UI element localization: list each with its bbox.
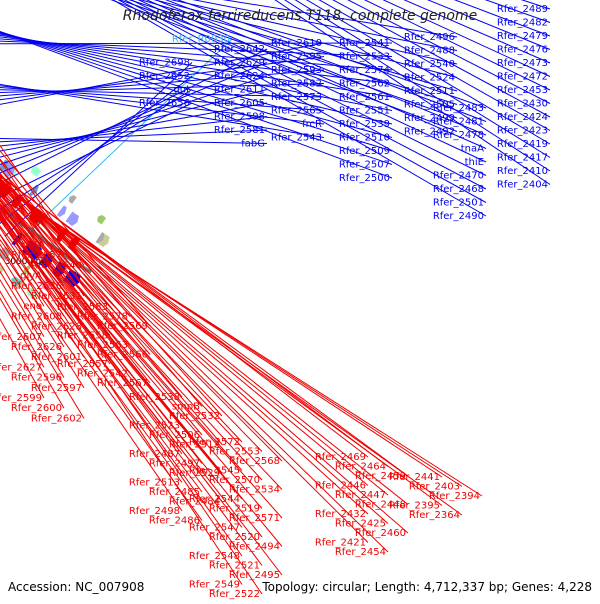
gene-label: Rfer_2410 (497, 166, 548, 177)
gene-label: Rfer_2522 (209, 589, 260, 600)
gene-label: Rfer_2611 (214, 85, 265, 96)
gene-label: Rfer_2430 (497, 99, 548, 110)
gene-label: frcR (302, 119, 322, 130)
accession-text: Accession: NC_007908 (8, 580, 144, 594)
gene-label: Rfer_2567 (97, 378, 148, 389)
gene-label: Rfer_2698 (139, 58, 190, 69)
gene-label: Rfer_2593 (271, 65, 322, 76)
gene-label: Rfer_2574 (339, 65, 390, 76)
gene-label: Rfer_2652 (139, 71, 190, 82)
gene-label: Rfer_2540 (404, 59, 455, 70)
gene-label: Rfer_2642 (214, 44, 265, 55)
gene-label: Rfer_2500 (339, 173, 390, 184)
gene-label: Rfer_2468 (433, 184, 484, 195)
gene-label: Rfer_2470 (433, 171, 484, 182)
gene-label: Rfer_2510 (339, 133, 390, 144)
gene-label: Rfer_2598 (214, 112, 265, 123)
gene-label: Rfer_2509 (339, 146, 390, 157)
gene-label: Rfer_2561 (339, 92, 390, 103)
gene-label: Rfer_2496 (404, 32, 455, 43)
gene-label: Rfer_2610 (271, 38, 322, 49)
genome-summary: Topology: circular; Length: 4,712,337 bp… (262, 580, 592, 594)
gene-label: Rfer_2539 (339, 119, 390, 130)
gene-label: Rfer_2595 (271, 52, 322, 63)
gene-label: Rfer_2624 (214, 71, 265, 82)
gene-label: Rfer_2404 (497, 180, 548, 191)
gene-label: Rfer_2656 (139, 98, 190, 109)
gene-label: Rfer_2479 (497, 31, 548, 42)
gene-label: Rfer_2417 (497, 153, 548, 164)
gene-label: Rfer_2533 (339, 52, 390, 63)
gene-label: Rfer_2543 (271, 133, 322, 144)
gene-label: Rfer_2478 (433, 130, 484, 141)
cog-block (57, 205, 67, 217)
map-title: Rhodoferax ferrireducens T118, complete … (0, 8, 600, 24)
gene-label: Rfer_2501 (433, 198, 484, 209)
gene-label: Rfer_2551 (339, 106, 390, 117)
gene-label: Rfer_2476 (497, 45, 548, 56)
gene-label: Rfer_2541 (339, 38, 390, 49)
gene-label: Rfer_2581 (214, 125, 265, 136)
gene-label: Rfer_2481 (433, 117, 484, 128)
gc-block (69, 195, 77, 204)
gene-label: dut (173, 85, 190, 96)
gene-label: Rfer_2562 (339, 79, 390, 90)
gene-label: Rfer_2605 (214, 98, 265, 109)
gene-label: Rfer_2629 (214, 58, 265, 69)
gene-label: Rfer_2511 (404, 86, 455, 97)
gene-label: Rfer_2524 (404, 73, 455, 84)
gene-label: Rfer_2507 (339, 160, 390, 171)
gene-label: Rfer_2483 (433, 103, 484, 114)
gene-label: Rfer_2454 (335, 547, 386, 558)
gene-label: Rfer_2565 (271, 106, 322, 117)
gene-label: Rfer_2424 (497, 112, 548, 123)
gene-label: tnaA (461, 144, 484, 155)
gene-label: Rfer_2453 (497, 85, 548, 96)
gc-block (97, 215, 106, 225)
gene-label: Rfer_2490 (433, 211, 484, 222)
gene-label: Rfer_2364 (409, 510, 460, 521)
gene-label: Rfer_2582 (271, 79, 322, 90)
gene-label: thiE (465, 157, 484, 168)
gene-label: fabG (241, 139, 265, 150)
gene-label: Rfer_2423 (497, 126, 548, 137)
gene-label: Rfer_2473 (497, 58, 548, 69)
gc-block (31, 166, 42, 177)
gene-label: Rfer_2419 (497, 139, 548, 150)
gene-label: Rfer_2573 (271, 92, 322, 103)
gene-label: Rfer_2602 (31, 413, 82, 424)
gene-label: Rfer_2488 (404, 46, 455, 57)
gene-label: Rfer_2472 (497, 72, 548, 83)
